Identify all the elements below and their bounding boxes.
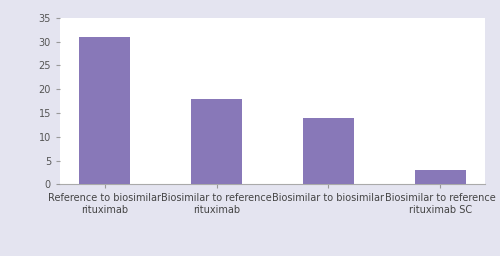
- Bar: [192, 99, 242, 184]
- Bar: [416, 170, 466, 184]
- Bar: [304, 118, 354, 184]
- Bar: [80, 37, 130, 184]
